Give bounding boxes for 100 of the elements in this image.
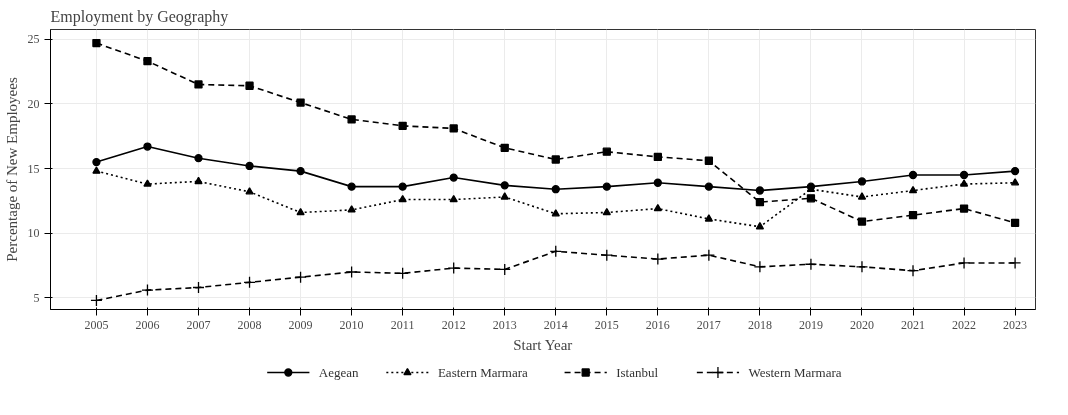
point bbox=[245, 187, 254, 195]
point bbox=[755, 186, 765, 195]
x-axis-title: Start Year bbox=[513, 336, 573, 353]
point bbox=[141, 283, 154, 297]
point bbox=[245, 161, 254, 171]
y-tick-label: 20 bbox=[27, 96, 40, 111]
point bbox=[500, 143, 509, 152]
point bbox=[194, 154, 203, 163]
x-tick-label: 2022 bbox=[952, 317, 977, 332]
point bbox=[755, 198, 765, 207]
point bbox=[243, 276, 256, 289]
x-tick-label: 2014 bbox=[543, 317, 568, 332]
point bbox=[549, 245, 562, 258]
y-tick-label: 15 bbox=[27, 161, 40, 176]
x-tick-label: 2008 bbox=[237, 317, 262, 332]
legend-label: Istanbul bbox=[616, 365, 659, 380]
point bbox=[143, 142, 152, 151]
x-tick-label: 2021 bbox=[901, 317, 926, 332]
point bbox=[1010, 178, 1020, 186]
point bbox=[908, 210, 918, 220]
x-tick-label: 2018 bbox=[747, 317, 772, 332]
point bbox=[92, 38, 101, 48]
x-tick-label: 2007 bbox=[186, 317, 211, 332]
point bbox=[908, 170, 918, 180]
point bbox=[90, 294, 103, 307]
legend-label: Western Marmara bbox=[748, 365, 842, 380]
point bbox=[753, 260, 767, 273]
legend-label: Eastern Marmara bbox=[437, 365, 529, 380]
x-tick-label: 2010 bbox=[339, 317, 364, 332]
chart-title: Employment by Geography bbox=[50, 7, 229, 26]
point bbox=[1010, 218, 1020, 227]
point bbox=[449, 124, 458, 133]
point bbox=[245, 81, 254, 90]
point bbox=[857, 177, 867, 186]
point bbox=[345, 265, 358, 279]
point bbox=[959, 170, 969, 180]
point bbox=[959, 204, 969, 213]
point bbox=[602, 207, 611, 216]
point bbox=[294, 271, 307, 284]
y-axis-title: Percentage of New Employees bbox=[3, 77, 20, 262]
x-tick-label: 2012 bbox=[441, 317, 466, 332]
point bbox=[92, 157, 101, 167]
point bbox=[447, 261, 460, 275]
point bbox=[1010, 166, 1020, 176]
x-tick-label: 2011 bbox=[390, 317, 415, 332]
x-tick-label: 2013 bbox=[492, 317, 517, 332]
point bbox=[804, 258, 818, 271]
y-tick-label: 25 bbox=[27, 32, 40, 47]
point bbox=[347, 115, 356, 124]
point bbox=[551, 185, 560, 194]
x-tick-label: 2005 bbox=[84, 317, 109, 332]
point bbox=[296, 166, 305, 176]
point bbox=[704, 214, 714, 222]
legend-label: Aegean bbox=[318, 365, 359, 380]
point bbox=[600, 249, 613, 262]
point bbox=[398, 121, 407, 130]
y-tick-label: 5 bbox=[33, 290, 40, 305]
x-tick-label: 2009 bbox=[288, 317, 313, 332]
point bbox=[500, 181, 509, 190]
point bbox=[857, 192, 867, 200]
point bbox=[906, 264, 920, 277]
point bbox=[194, 80, 203, 89]
x-tick-label: 2017 bbox=[696, 317, 721, 332]
point bbox=[449, 194, 458, 203]
point bbox=[702, 249, 716, 262]
point bbox=[1008, 256, 1022, 270]
point bbox=[653, 203, 662, 212]
x-tick-label: 2020 bbox=[849, 317, 874, 332]
x-tick-label: 2006 bbox=[135, 317, 160, 332]
point bbox=[653, 152, 662, 162]
point bbox=[806, 194, 816, 203]
point bbox=[704, 182, 714, 191]
point bbox=[498, 263, 511, 276]
point bbox=[857, 217, 867, 226]
point bbox=[500, 192, 509, 200]
point bbox=[551, 209, 560, 217]
point bbox=[653, 178, 662, 187]
point bbox=[704, 156, 714, 165]
x-tick-label: 2019 bbox=[798, 317, 823, 332]
point bbox=[296, 98, 305, 107]
point bbox=[651, 252, 664, 266]
point bbox=[959, 179, 969, 187]
point bbox=[855, 260, 869, 273]
point bbox=[449, 173, 458, 182]
point bbox=[957, 256, 971, 270]
x-tick-label: 2023 bbox=[1003, 317, 1028, 332]
point bbox=[396, 267, 409, 280]
x-tick-label: 2015 bbox=[594, 317, 619, 332]
point bbox=[143, 57, 152, 66]
point bbox=[398, 194, 407, 203]
point bbox=[92, 166, 101, 174]
point bbox=[194, 176, 203, 185]
point bbox=[908, 185, 918, 194]
point bbox=[347, 182, 356, 191]
point bbox=[143, 179, 152, 187]
y-tick-label: 10 bbox=[27, 226, 40, 241]
point bbox=[192, 281, 205, 294]
point bbox=[602, 147, 611, 156]
x-tick-label: 2016 bbox=[645, 317, 670, 332]
point bbox=[755, 222, 765, 230]
